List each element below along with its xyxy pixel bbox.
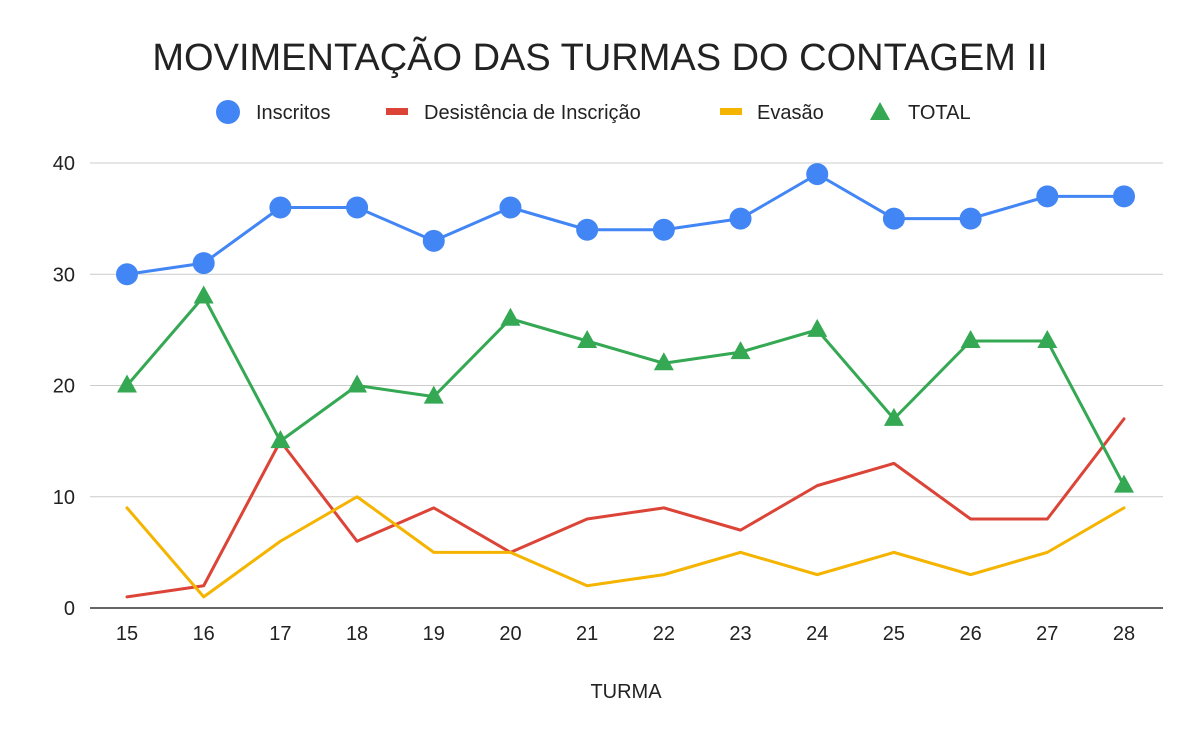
- data-point-inscritos[interactable]: [959, 207, 982, 230]
- legend-item-evasao[interactable]: Evasão: [720, 102, 824, 124]
- legend-label: Inscritos: [256, 102, 330, 124]
- x-tick-label: 26: [959, 623, 981, 645]
- data-point-inscritos[interactable]: [652, 218, 675, 241]
- series-total: [117, 285, 1134, 493]
- data-point-inscritos[interactable]: [806, 163, 829, 186]
- x-tick-label: 24: [806, 623, 828, 645]
- x-axis-label: TURMA: [590, 681, 662, 703]
- legend-item-desistencia-de-inscricao[interactable]: Desistência de Inscrição: [386, 102, 641, 124]
- data-point-total[interactable]: [577, 330, 598, 348]
- data-point-total[interactable]: [883, 407, 904, 426]
- x-axis-ticks: 15 16 17 18 19 20 21 22 23 24 25 26 27 28: [116, 623, 1135, 645]
- data-point-inscritos[interactable]: [346, 196, 369, 219]
- data-point-total[interactable]: [1037, 330, 1058, 348]
- x-tick-label: 23: [729, 623, 751, 645]
- chart-title: MOVIMENTAÇÃO DAS TURMAS DO CONTAGEM II: [152, 36, 1047, 79]
- series-line-evasao: [125, 495, 1126, 599]
- gridlines: [90, 162, 1163, 609]
- data-point-inscritos[interactable]: [192, 252, 215, 275]
- series-line-desistencia-de-inscricao: [125, 417, 1126, 599]
- x-tick-label: 20: [499, 623, 521, 645]
- series-layer: [116, 163, 1135, 599]
- y-tick-label: 20: [53, 376, 75, 398]
- data-point-total[interactable]: [960, 330, 981, 348]
- data-point-inscritos[interactable]: [576, 218, 599, 241]
- y-tick-label: 40: [53, 153, 75, 175]
- legend-swatch-circle: [216, 100, 240, 124]
- x-tick-label: 19: [423, 623, 445, 645]
- data-point-inscritos[interactable]: [729, 207, 752, 230]
- legend: Inscritos Desistência de Inscrição Evasão T…: [216, 100, 971, 124]
- legend-item-total[interactable]: TOTAL: [870, 102, 971, 124]
- data-point-inscritos[interactable]: [422, 229, 445, 252]
- series-line-inscritos: [125, 172, 1126, 276]
- data-point-total[interactable]: [807, 318, 828, 337]
- series-desistencia-de-inscricao: [125, 417, 1126, 599]
- legend-label: Evasão: [757, 102, 824, 124]
- data-point-total[interactable]: [423, 385, 444, 404]
- data-point-total[interactable]: [653, 352, 674, 371]
- data-point-total[interactable]: [117, 374, 137, 393]
- x-tick-label: 18: [346, 623, 368, 645]
- data-point-total[interactable]: [347, 374, 368, 393]
- legend-label: Desistência de Inscrição: [424, 102, 641, 124]
- data-point-total[interactable]: [270, 430, 291, 449]
- legend-item-inscritos[interactable]: Inscritos: [216, 100, 330, 124]
- legend-label: TOTAL: [908, 102, 971, 124]
- y-tick-label: 10: [53, 487, 75, 509]
- x-tick-label: 28: [1113, 623, 1135, 645]
- x-tick-label: 21: [576, 623, 598, 645]
- data-point-total[interactable]: [730, 341, 751, 360]
- x-tick-label: 15: [116, 623, 138, 645]
- series-line-total: [125, 295, 1126, 488]
- series-evasao: [125, 495, 1126, 599]
- y-axis-ticks: 0 10 20 30 40: [53, 153, 75, 620]
- series-inscritos: [116, 163, 1135, 286]
- data-point-total[interactable]: [193, 285, 214, 304]
- x-tick-label: 27: [1036, 623, 1058, 645]
- x-tick-label: 22: [653, 623, 675, 645]
- y-tick-label: 30: [53, 264, 75, 286]
- data-point-inscritos[interactable]: [1036, 185, 1059, 208]
- data-point-inscritos[interactable]: [269, 196, 292, 219]
- legend-swatch-line: [720, 108, 742, 115]
- legend-swatch-triangle: [870, 102, 890, 120]
- y-tick-label: 0: [64, 598, 75, 620]
- data-point-total[interactable]: [500, 307, 521, 326]
- data-point-inscritos[interactable]: [116, 263, 138, 286]
- x-tick-label: 25: [883, 623, 905, 645]
- legend-swatch-line: [386, 108, 408, 115]
- data-point-total[interactable]: [1114, 474, 1134, 493]
- data-point-inscritos[interactable]: [499, 196, 522, 219]
- data-point-inscritos[interactable]: [882, 207, 905, 230]
- data-point-inscritos[interactable]: [1113, 185, 1135, 208]
- x-tick-label: 17: [269, 623, 291, 645]
- x-tick-label: 16: [193, 623, 215, 645]
